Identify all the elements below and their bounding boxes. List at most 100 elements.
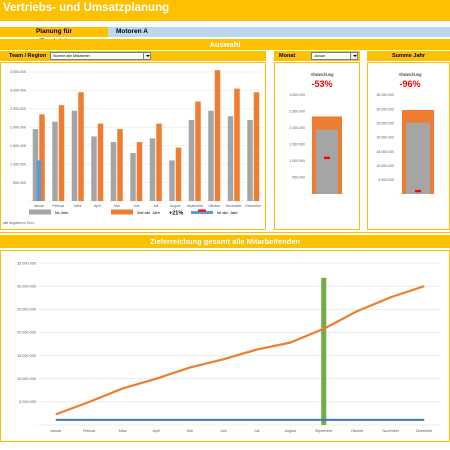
x-tick-label: April bbox=[94, 204, 101, 208]
x-tick-label: April bbox=[153, 429, 160, 433]
x-tick-label: Februar bbox=[83, 429, 96, 433]
y-tick-label: 25.000.000 bbox=[17, 308, 36, 312]
bar-ziel-akt-jahr bbox=[117, 129, 123, 201]
x-tick-label: November bbox=[226, 204, 243, 208]
current-marker bbox=[415, 189, 421, 193]
x-tick-label: November bbox=[382, 429, 399, 433]
x-tick-label: Dezember bbox=[245, 204, 262, 208]
bar-ist-jahr bbox=[130, 153, 136, 201]
monthly-bar-chart: 500.000 1.000.000 1.500.000 2.000.000 2.500.… bbox=[3, 70, 263, 225]
legend-label-prev: Ist akt. Jahr bbox=[217, 210, 238, 215]
legend-swatch-actual bbox=[29, 209, 51, 215]
y-tick-label: 1.500.000 bbox=[10, 144, 26, 148]
bar-ist-jahr bbox=[32, 129, 39, 201]
bar-ziel-akt-jahr bbox=[136, 142, 143, 201]
team-dropdown-value: Summe alle Mitarbeiter bbox=[53, 54, 90, 58]
deviation-value: -96% bbox=[399, 79, 420, 89]
y-tick-label: 2.500.000 bbox=[289, 110, 305, 114]
y-tick-label: 20.000.000 bbox=[17, 331, 36, 335]
bar-ziel-akt-jahr bbox=[39, 114, 45, 201]
y-tick-label: 30.000.000 bbox=[376, 107, 394, 111]
bar-ziel-akt-jahr bbox=[156, 123, 162, 201]
x-tick-label: Januar bbox=[34, 204, 45, 208]
x-tick-label: Dezember bbox=[416, 429, 433, 433]
year-selector-bar: Summe Jahr bbox=[367, 51, 450, 61]
x-tick-label: Juli bbox=[254, 429, 260, 433]
actual-bar bbox=[316, 129, 338, 194]
bar-ist-jahr bbox=[110, 142, 117, 201]
bar-ist-jahr bbox=[71, 110, 78, 201]
y-tick-label: 10.000.000 bbox=[376, 164, 394, 168]
y-tick-label: 2.500.000 bbox=[10, 107, 26, 111]
team-label: Team / Region bbox=[9, 53, 47, 59]
x-tick-label: September bbox=[186, 204, 203, 208]
y-tick-label: 1.000.000 bbox=[289, 159, 305, 163]
current-marker bbox=[324, 156, 330, 160]
target-achievement-panel: - 5.000.000 10.000.000 15.000.000 20.000.000… bbox=[0, 250, 450, 442]
app-title-bar: Vertriebs- und Umsatzplanung bbox=[0, 0, 450, 21]
x-tick-label: September bbox=[315, 429, 333, 433]
x-tick-label: Oktober bbox=[208, 204, 221, 208]
x-tick-label: Oktober bbox=[351, 429, 365, 433]
y-tick-label: 5.000.000 bbox=[19, 400, 36, 404]
y-tick-label: 10.000.000 bbox=[17, 377, 36, 381]
legend-swatch-prev bbox=[191, 211, 213, 214]
bar-ist-jahr bbox=[149, 138, 156, 201]
x-tick-label: März bbox=[119, 429, 127, 433]
y-tick-label: 2.000.000 bbox=[10, 125, 26, 129]
y-tick-label: 30.000.000 bbox=[17, 284, 36, 288]
deviation-title: Abweichung bbox=[311, 72, 334, 77]
chevron-down-icon[interactable] bbox=[350, 53, 357, 59]
legend-label-target: Ziel akt. Jahr bbox=[137, 210, 161, 215]
bar-ziel-akt-jahr bbox=[97, 123, 104, 201]
month-dropdown[interactable]: Januar bbox=[311, 52, 358, 60]
year-gauge-panel: Abweichung -96% - 5.000.000 10.000.000 15.000… bbox=[367, 62, 450, 230]
month-label: Monat bbox=[279, 53, 296, 59]
y-tick-label: 3.500.000 bbox=[10, 70, 26, 74]
y-tick-label: - bbox=[304, 192, 306, 196]
spacer bbox=[0, 21, 450, 25]
year-label: Summe Jahr bbox=[391, 53, 425, 59]
bar-ist-jahr bbox=[208, 110, 214, 201]
deviation-title: Abweichung bbox=[399, 72, 422, 77]
cumulative-line-chart: - 5.000.000 10.000.000 15.000.000 20.000.000… bbox=[17, 261, 441, 433]
bar-ziel-akt-jahr bbox=[214, 70, 221, 202]
month-deviation-chart: Abweichung -53% - 500.000 1.000.000 1.500.000… bbox=[289, 72, 342, 196]
actual-bar bbox=[406, 122, 430, 194]
selection-header: Auswahl bbox=[0, 39, 450, 50]
bar-ist-jahr bbox=[188, 119, 195, 201]
month-dropdown-value: Januar bbox=[314, 54, 325, 58]
bar-ziel-akt-jahr bbox=[78, 92, 84, 201]
planning-product-field[interactable]: Motoren A bbox=[108, 27, 450, 37]
x-tick-label: Mai bbox=[114, 204, 120, 208]
team-dropdown[interactable]: Summe alle Mitarbeiter bbox=[50, 52, 151, 60]
legend-label-actual: Ist-Jahr bbox=[55, 210, 69, 215]
y-tick-label: 15.000.000 bbox=[376, 150, 394, 154]
x-tick-label: Juni bbox=[133, 204, 139, 208]
legend-swatch-target bbox=[111, 209, 133, 215]
footnote: alle Angaben in Euro bbox=[3, 221, 34, 225]
y-tick-label: 20.000.000 bbox=[376, 136, 394, 140]
bar-ist-jahr bbox=[91, 136, 97, 201]
y-tick-label: 5.000.000 bbox=[378, 178, 394, 182]
y-tick-label: 35.000.000 bbox=[17, 261, 36, 265]
y-tick-label: 3.000.000 bbox=[10, 89, 26, 93]
x-tick-label: Februar bbox=[52, 204, 65, 208]
legend-delta: +21% bbox=[169, 211, 183, 217]
y-tick-label: 15.000.000 bbox=[17, 354, 36, 358]
x-tick-label: August bbox=[285, 429, 296, 433]
monthly-chart-panel: 500.000 1.000.000 1.500.000 2.000.000 2.500.… bbox=[0, 62, 266, 230]
bar-ist-jahr bbox=[52, 121, 58, 201]
y-tick-label: - bbox=[393, 192, 395, 196]
y-tick-label: 1.000.000 bbox=[10, 162, 26, 166]
legend-marker-prev bbox=[198, 209, 206, 212]
chevron-down-icon[interactable] bbox=[143, 53, 150, 59]
section-divider bbox=[0, 232, 450, 233]
y-tick-label: 500.000 bbox=[13, 181, 26, 185]
bar-ist-jahr bbox=[227, 116, 234, 201]
bar-ziel-akt-jahr bbox=[58, 105, 65, 201]
month-gauge-panel: Abweichung -53% - 500.000 1.000.000 1.500.000… bbox=[274, 62, 360, 230]
x-tick-label: Januar bbox=[50, 429, 62, 433]
bar-ist-akt-jahr bbox=[36, 160, 41, 201]
deviation-value: -53% bbox=[311, 79, 332, 89]
